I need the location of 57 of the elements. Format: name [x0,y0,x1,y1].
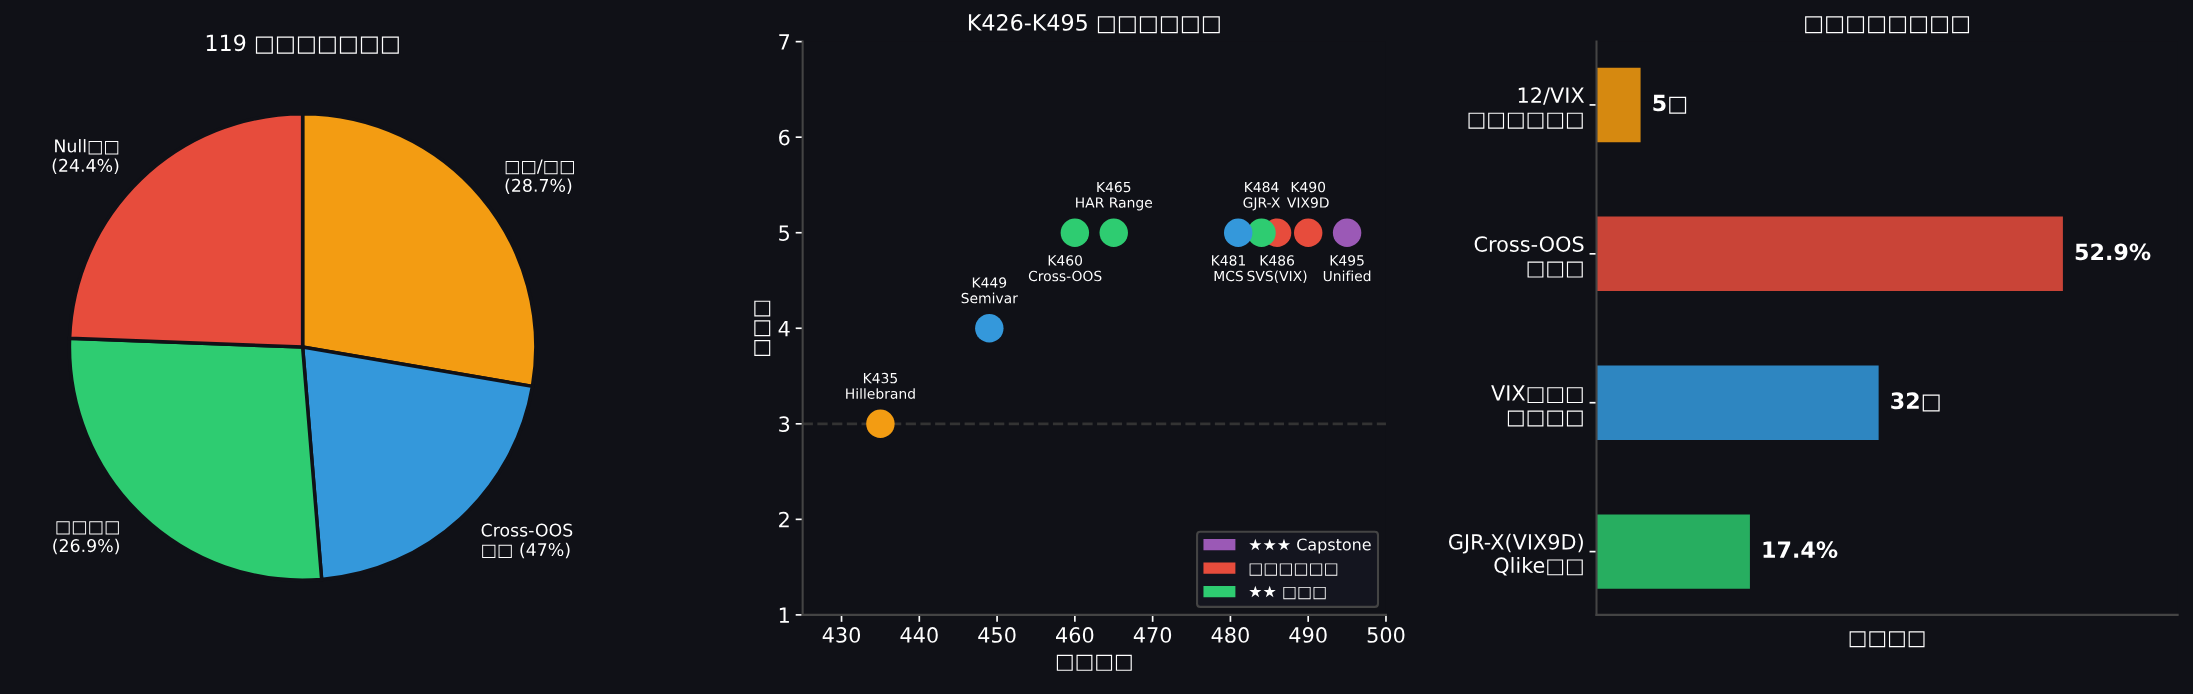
data-label: 52.9% [2075,243,2151,261]
x-tick-label: 490 [1289,627,1327,643]
chart-title: □□□□□□□□ [1805,16,1970,34]
y-tick-label: Cross-OOS □□□ [1474,236,1584,278]
annotation: K460 Cross-OOS [1028,255,1102,282]
y-tick-label: VIX□□□ □□□□ [1491,385,1583,427]
slice-label: Cross-OOS □□ (47%) [481,523,573,559]
y-tick-label: 5 [779,225,790,241]
x-axis-title: □□□□ [1056,654,1132,671]
x-tick-label: 470 [1133,627,1172,643]
data-label: 17.4% [1763,541,1838,559]
y-tick-label: GJR-X(VIX9D) Qlike□□ [1448,533,1583,576]
annotation: K449 Semivar [961,277,1018,304]
y-tick-label: 4 [778,320,790,337]
y-tick-label: 3 [779,416,790,433]
x-tick-label: 440 [900,627,938,643]
annotation: K486 SVS(VIX) [1247,255,1307,283]
data-label: 5□ [1653,94,1687,114]
legend-label: □□□□□□ [1249,563,1338,576]
y-axis-title: □□□ [754,300,771,356]
annotation: K465 HAR Range [1076,181,1153,211]
bar [1596,216,2063,292]
chart-title: K426-K495 □□□□□□ [968,14,1220,34]
y-tick-label: 2 [779,511,789,528]
point [1293,218,1323,247]
slice-label: □□□□ (26.9%) [53,521,119,555]
x-tick-label: 460 [1056,627,1094,643]
x-tick-label: 430 [822,627,861,643]
point [1060,218,1090,247]
x-tick-label: 480 [1211,627,1249,643]
slice-label: □□/□□ (28.7%) [505,159,574,194]
legend-label: ★★ □□□ [1249,585,1326,600]
point [975,314,1004,343]
y-tick-label: 7 [779,34,790,50]
data-label: 32□ [1891,392,1940,412]
y-tick-label: 1 [779,607,789,623]
annotation: K495 Unified [1323,255,1371,282]
slice-label: Null□□ (24.4%) [52,139,119,174]
x-axis-title: □□□□ [1849,631,1925,648]
point [1223,218,1253,247]
bar [1596,365,1879,440]
annotation: K481 MCS [1212,255,1245,282]
annotation: K490 VIX9D [1286,181,1329,208]
annotation: K484 GJR-X [1243,181,1280,211]
point [1332,218,1362,247]
annotation: K435 Hillebrand [846,372,915,399]
legend-label: ★★★ Capstone [1249,538,1371,554]
point [866,409,895,439]
x-tick-label: 450 [978,627,1016,643]
point [1099,218,1128,247]
x-tick-label: 500 [1367,627,1405,643]
point [1247,218,1276,247]
bar [1596,67,1641,143]
y-tick-label: 6 [779,129,790,146]
chart-title: 119 □□□□□□□ [206,34,399,54]
y-tick-label: 12/VIX □□□□□□ [1468,87,1585,129]
bar [1596,514,1750,589]
